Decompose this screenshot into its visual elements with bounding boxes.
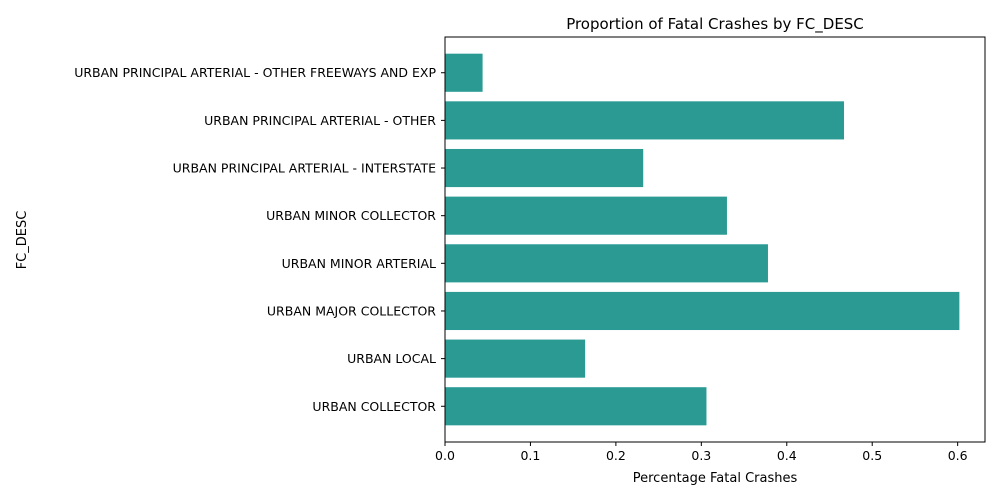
x-tick-label-0: 0.0: [435, 448, 455, 463]
y-tick-label-5: URBAN PRINCIPAL ARTERIAL - INTERSTATE: [173, 161, 436, 176]
x-axis-label: Percentage Fatal Crashes: [633, 471, 798, 486]
x-tick-label-4: 0.4: [777, 448, 797, 463]
x-tick-label-2: 0.2: [606, 448, 626, 463]
bar-3: [445, 244, 768, 283]
bar-6: [445, 101, 845, 140]
x-tick-label-1: 0.1: [520, 448, 540, 463]
x-tick-label-6: 0.6: [948, 448, 968, 463]
bar-5: [445, 148, 644, 188]
y-axis-ticks: URBAN COLLECTOR URBAN LOCAL URBAN MAJOR CO…: [74, 65, 445, 414]
y-axis-label: FC_DESC: [15, 211, 30, 270]
y-tick-label-6: URBAN PRINCIPAL ARTERIAL - OTHER: [204, 113, 436, 128]
y-tick-label-0: URBAN COLLECTOR: [312, 399, 436, 414]
bar-4: [445, 196, 727, 235]
bar-1: [445, 339, 586, 378]
y-tick-label-2: URBAN MAJOR COLLECTOR: [267, 303, 436, 318]
chart-title: Proportion of Fatal Crashes by FC_DESC: [566, 15, 864, 34]
bars-group: [445, 53, 960, 426]
y-tick-label-4: URBAN MINOR COLLECTOR: [266, 208, 436, 223]
y-tick-label-1: URBAN LOCAL: [347, 351, 436, 366]
bar-0: [445, 387, 707, 426]
bar-7: [445, 53, 483, 92]
y-tick-label-3: URBAN MINOR ARTERIAL: [282, 256, 436, 271]
y-tick-label-7: URBAN PRINCIPAL ARTERIAL - OTHER FREEWAY…: [74, 65, 436, 80]
plot-frame: [444, 36, 986, 443]
x-tick-label-5: 0.5: [862, 448, 882, 463]
bar-2: [445, 291, 960, 331]
x-axis-ticks: 0.0 0.1 0.2 0.3 0.4 0.5 0.6: [435, 442, 968, 463]
x-tick-label-3: 0.3: [691, 448, 711, 463]
